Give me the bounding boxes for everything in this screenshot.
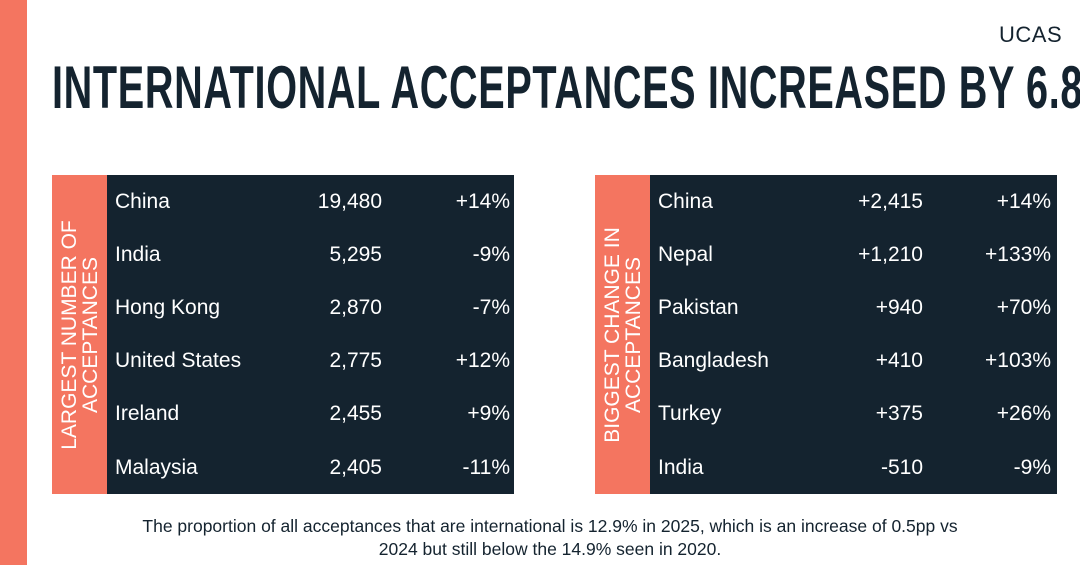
biggest-change-table: BIGGEST CHANGE IN ACCEPTANCES China +2,41… (595, 175, 1057, 494)
value-cell: 2,405 (329, 455, 382, 479)
country-cell: Nepal (658, 242, 713, 266)
table-label-text: BIGGEST CHANGE IN ACCEPTANCES (600, 226, 645, 443)
table-row: India -510 -9% (650, 441, 1057, 494)
change-cell: +12% (455, 349, 510, 373)
value-cell: 19,480 (317, 189, 382, 213)
table-row: Turkey +375 +26% (650, 388, 1057, 441)
table-label: BIGGEST CHANGE IN ACCEPTANCES (595, 175, 650, 494)
value-cell: 2,455 (329, 402, 382, 426)
change-cell: +26% (996, 402, 1051, 426)
caption: The proportion of all acceptances that a… (142, 516, 958, 559)
table-row: India 5,295 -9% (107, 228, 514, 281)
change-cell: +133% (985, 242, 1051, 266)
ucas-logo: UCAS (999, 22, 1063, 47)
country-cell: China (658, 189, 713, 213)
value-cell: 2,775 (329, 349, 382, 373)
country-cell: China (115, 189, 170, 213)
change-cell: +14% (455, 189, 510, 213)
change-cell: -9% (472, 242, 510, 266)
country-cell: Pakistan (658, 295, 739, 319)
change-cell: +70% (996, 295, 1051, 319)
accent-side-bar (0, 0, 27, 565)
table-body: China +2,415 +14% Nepal +1,210 +133% Pakistan +… (650, 175, 1057, 494)
table-row: Hong Kong 2,870 -7% (107, 281, 514, 334)
change-cell: +103% (985, 349, 1051, 373)
country-cell: Hong Kong (115, 295, 221, 319)
value-cell: +375 (875, 402, 923, 426)
country-cell: Malaysia (115, 455, 198, 479)
table-row: Pakistan +940 +70% (650, 281, 1057, 334)
value-cell: +2,415 (858, 189, 923, 213)
table-row: Bangladesh +410 +103% (650, 335, 1057, 388)
table-row: Ireland 2,455 +9% (107, 388, 514, 441)
change-cell: -7% (472, 295, 510, 319)
table-row: Nepal +1,210 +133% (650, 228, 1057, 281)
page-title: INTERNATIONAL ACCEPTANCES INCREASED BY 6… (52, 54, 1080, 121)
table-body: China 19,480 +14% India 5,295 -9% Hong Kong 2,8… (107, 175, 514, 494)
table-row: Malaysia 2,405 -11% (107, 441, 514, 494)
country-cell: India (115, 242, 161, 266)
value-cell: 5,295 (329, 242, 382, 266)
table-row: United States 2,775 +12% (107, 335, 514, 388)
largest-acceptances-table: LARGEST NUMBER OF ACCEPTANCES China 19,48… (52, 175, 514, 494)
country-cell: United States (115, 349, 242, 373)
country-cell: Ireland (115, 402, 180, 426)
change-cell: +14% (996, 189, 1051, 213)
change-cell: -11% (462, 455, 510, 479)
value-cell: +1,210 (858, 242, 923, 266)
value-cell: -510 (880, 455, 923, 479)
table-label-text: LARGEST NUMBER OF ACCEPTANCES (57, 219, 102, 450)
country-cell: Turkey (658, 402, 722, 426)
value-cell: 2,870 (329, 295, 382, 319)
change-cell: -9% (1013, 455, 1051, 479)
table-label: LARGEST NUMBER OF ACCEPTANCES (52, 175, 107, 494)
change-cell: +9% (467, 402, 510, 426)
country-cell: India (658, 455, 704, 479)
value-cell: +940 (875, 295, 923, 319)
value-cell: +410 (875, 349, 923, 373)
table-row: China 19,480 +14% (107, 175, 514, 228)
table-row: China +2,415 +14% (650, 175, 1057, 228)
country-cell: Bangladesh (658, 349, 769, 373)
